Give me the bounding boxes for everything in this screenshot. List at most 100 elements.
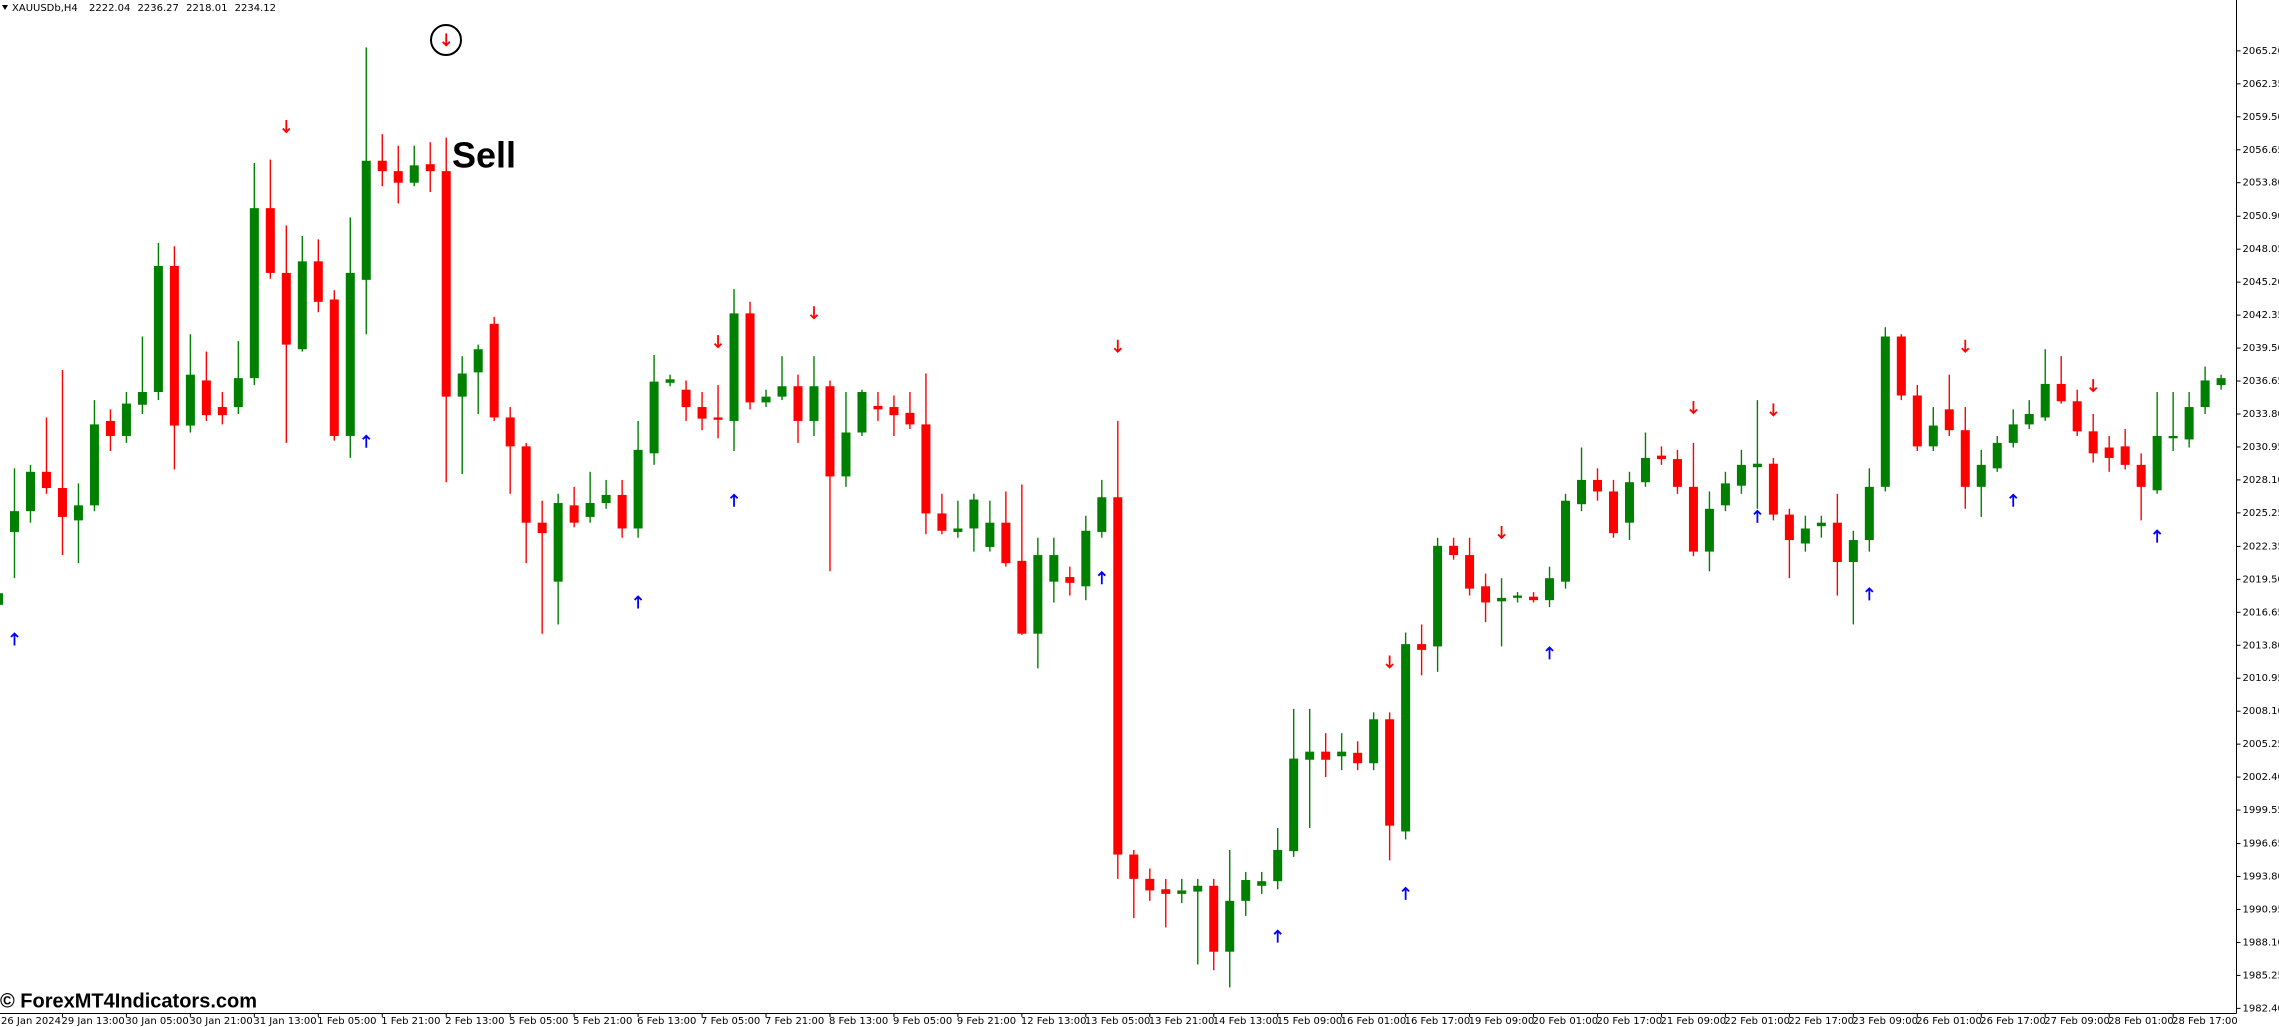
y-tick-label: 1990.95 (2243, 905, 2279, 916)
candle-body (1481, 586, 1491, 603)
candle-body (1577, 479, 1587, 505)
x-tick-label: 20 Feb 01:00 (1533, 1016, 1599, 1027)
buy-arrow (633, 595, 643, 609)
candle-body (729, 313, 739, 421)
candle-body (857, 392, 867, 433)
x-tick-label: 9 Feb 05:00 (893, 1016, 952, 1027)
x-tick-label: 14 Feb 13:00 (1213, 1016, 1279, 1027)
x-tick-label: 7 Feb 05:00 (701, 1016, 760, 1027)
candle-body (2088, 431, 2098, 454)
candle-body (649, 381, 659, 454)
candle-body (1960, 430, 1970, 487)
candle-body (1736, 464, 1746, 486)
candle-body (1017, 560, 1027, 634)
y-tick-label: 2065.20 (2243, 46, 2279, 57)
candle-body (1656, 455, 1666, 460)
x-tick-label: 15 Feb 09:00 (1277, 1016, 1343, 1027)
y-tick-label: 2036.65 (2243, 376, 2279, 387)
candle-body (1800, 528, 1810, 544)
candle-body (1608, 491, 1618, 534)
candle-body (937, 513, 947, 531)
candle-body (1912, 395, 1922, 447)
x-tick-label: 12 Feb 13:00 (1021, 1016, 1087, 1027)
candle-body (25, 471, 35, 512)
candle-body (1001, 522, 1011, 564)
sell-arrow (1385, 655, 1394, 669)
sell-arrow (2089, 379, 2098, 393)
candle-body (537, 522, 547, 534)
candle-body (329, 299, 339, 436)
candle-body (9, 511, 19, 532)
candle-body (2184, 407, 2194, 440)
candle-body (2008, 424, 2018, 443)
y-tick-label: 2030.95 (2243, 442, 2279, 453)
candle-body (1401, 644, 1411, 832)
y-tick-label: 2053.80 (2243, 178, 2279, 189)
x-tick-label: 22 Feb 17:00 (1788, 1016, 1854, 1027)
candle-body (489, 323, 499, 418)
candle-body (1497, 597, 1507, 602)
candle-body (825, 386, 835, 477)
candle-body (41, 471, 51, 488)
y-tick-label: 1999.55 (2243, 805, 2279, 816)
candle-body (1864, 486, 1874, 541)
y-tick-label: 2022.35 (2243, 541, 2279, 552)
watermark: © ForexMT4Indicators.com (0, 990, 257, 1012)
x-tick-label: 5 Feb 21:00 (573, 1016, 632, 1027)
candle-body (1545, 578, 1555, 601)
x-tick-label: 30 Jan 21:00 (189, 1016, 252, 1027)
candle-body (2024, 413, 2034, 425)
candle-body (1688, 486, 1698, 552)
candle-body (1049, 555, 1059, 582)
candle-body (681, 389, 691, 408)
candle-body (441, 171, 451, 397)
candle-body (905, 412, 915, 425)
buy-arrow (1753, 509, 1762, 523)
x-tick-label: 2 Feb 13:00 (445, 1016, 504, 1027)
candle-body (1385, 719, 1395, 826)
candle-body (2056, 383, 2066, 402)
candle-body (1976, 464, 1986, 487)
candle-body (2200, 380, 2210, 408)
sell-arrow (282, 120, 291, 134)
candle-body (713, 417, 723, 420)
candle-body (1624, 482, 1634, 523)
highlight-circle (430, 24, 462, 56)
candle-body (1784, 514, 1794, 541)
x-tick-label: 23 Feb 09:00 (1852, 1016, 1918, 1027)
y-tick-label: 2039.50 (2243, 343, 2279, 354)
candle-body (0, 593, 3, 605)
candle-body (889, 407, 899, 416)
symbol-menu-icon[interactable] (2, 5, 8, 10)
y-tick-label: 1993.80 (2243, 872, 2279, 883)
candle-body (969, 499, 979, 529)
y-tick-label: 1988.10 (2243, 937, 2279, 948)
sell-arrow (1769, 403, 1778, 417)
x-tick-label: 13 Feb 05:00 (1085, 1016, 1151, 1027)
candle-body (1177, 890, 1187, 894)
candle-body (1065, 577, 1075, 583)
candle-body (1369, 719, 1379, 764)
buy-arrow (2009, 493, 2018, 507)
candle-body (1033, 555, 1043, 634)
candle-body (1896, 336, 1906, 396)
candle-body (89, 424, 99, 506)
candle-body (1672, 459, 1682, 487)
x-tick-label: 9 Feb 21:00 (957, 1016, 1016, 1027)
candle-body (1097, 497, 1107, 532)
candle-body (1768, 463, 1778, 515)
sell-arrow (1497, 525, 1506, 540)
candle-body (57, 487, 67, 517)
header-low: 2218.01 (186, 3, 227, 14)
buy-arrow (1865, 587, 1874, 601)
candle-body (201, 380, 211, 416)
candle-body (841, 432, 851, 477)
symbol: XAUUSDb,H4 (12, 3, 78, 14)
x-tick-label: 22 Feb 01:00 (1724, 1016, 1790, 1027)
x-tick-label: 28 Feb 01:00 (2108, 1016, 2174, 1027)
y-tick-label: 2025.25 (2243, 508, 2279, 519)
candle-body (1449, 545, 1459, 556)
candle-body (2072, 401, 2082, 432)
header-close: 2234.12 (235, 3, 276, 14)
y-tick-label: 2050.90 (2243, 211, 2279, 222)
